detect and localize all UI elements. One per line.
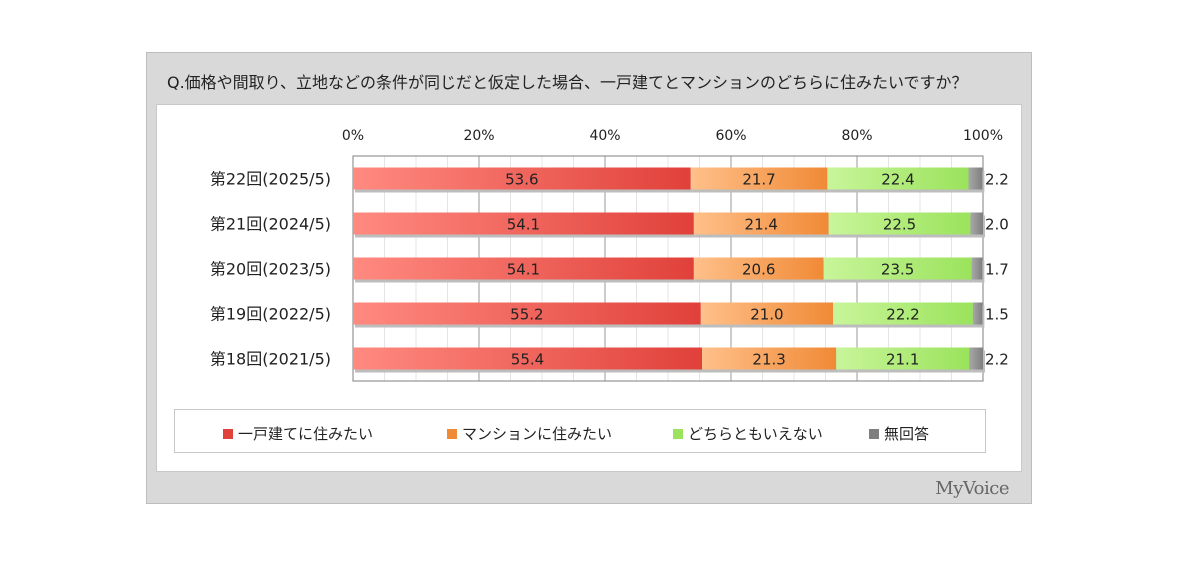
data-label: 54.1 [507,216,540,234]
category-label: 第19回(2022/5) [210,305,331,324]
data-label: 20.6 [742,261,775,279]
legend-label: どちらともいえない [688,425,823,443]
legend-item: マンションに住みたい [447,423,612,444]
bar-segment [836,347,970,370]
legend-item: どちらともいえない [673,423,823,444]
bar-segment [969,347,983,370]
data-label: 54.1 [507,261,540,279]
legend-label: 無回答 [884,425,930,443]
legend-swatch [673,428,683,439]
x-tick-label: 0% [342,128,364,144]
legend-label: マンションに住みたい [462,425,613,443]
category-label: 第18回(2021/5) [210,350,331,369]
bar-segment [827,167,969,190]
data-label: 21.7 [742,171,775,189]
bar-segment [353,347,703,370]
x-tick-label: 60% [715,128,746,144]
bar-segment [693,212,829,235]
x-tick-label: 80% [841,128,872,144]
x-tick-label: 40% [589,128,620,144]
bar-segment [971,257,983,280]
data-label: 2.2 [985,351,1009,369]
bar-segment [690,167,828,190]
data-label: 21.1 [886,351,919,369]
x-tick-label: 20% [463,128,494,144]
brand-logo: MyVoice [935,478,1009,499]
data-label: 22.4 [881,171,914,189]
bar-segment [972,302,983,325]
category-label: 第22回(2025/5) [210,170,331,189]
bar-segment [353,257,694,280]
bar-segment [823,257,972,280]
bar-segment [353,167,691,190]
legend-swatch [447,428,457,439]
data-label: 53.6 [505,171,538,189]
x-tick-label: 100% [963,128,1003,144]
data-label: 2.2 [985,171,1009,189]
bar-segment [693,257,824,280]
data-label: 22.5 [883,216,916,234]
data-label: 21.4 [745,216,778,234]
data-label: 2.0 [985,216,1009,234]
stacked-bar-chart: 0% 20% 40% 60% 80% 100% 第22回(2025/5) 53.6 21.7 22… [210,128,1009,382]
legend: 一戸建てに住みたい マンションに住みたい どちらともいえない 無回答 [174,409,986,453]
legend-swatch [869,428,879,439]
bar-segment [353,212,694,235]
bar-segment [353,302,701,325]
bar-segment [833,302,973,325]
bar-segment [702,347,837,370]
data-label: 21.0 [750,306,783,324]
bar-segment [968,167,983,190]
question-title: Q.価格や間取り、立地などの条件が同じだと仮定した場合、一戸建てとマンションのど… [167,73,968,92]
legend-label: 一戸建てに住みたい [238,425,374,443]
chart-panel: 0% 20% 40% 60% 80% 100% 第22回(2025/5) 53.6 21.7 22… [156,104,1022,472]
bar-segment [970,212,983,235]
data-label: 23.5 [881,261,914,279]
legend-item: 一戸建てに住みたい [223,423,373,444]
data-label: 55.2 [510,306,543,324]
data-label: 1.5 [985,306,1009,324]
data-label: 21.3 [752,351,785,369]
legend-swatch [223,428,233,439]
data-label: 55.4 [511,351,544,369]
bar-segment [828,212,971,235]
chart-frame: Q.価格や間取り、立地などの条件が同じだと仮定した場合、一戸建てとマンションのど… [146,52,1032,504]
bar-segment [700,302,834,325]
category-label: 第20回(2023/5) [210,260,331,279]
data-label: 1.7 [985,261,1009,279]
data-label: 22.2 [886,306,919,324]
category-label: 第21回(2024/5) [210,215,331,234]
legend-item: 無回答 [869,423,929,444]
